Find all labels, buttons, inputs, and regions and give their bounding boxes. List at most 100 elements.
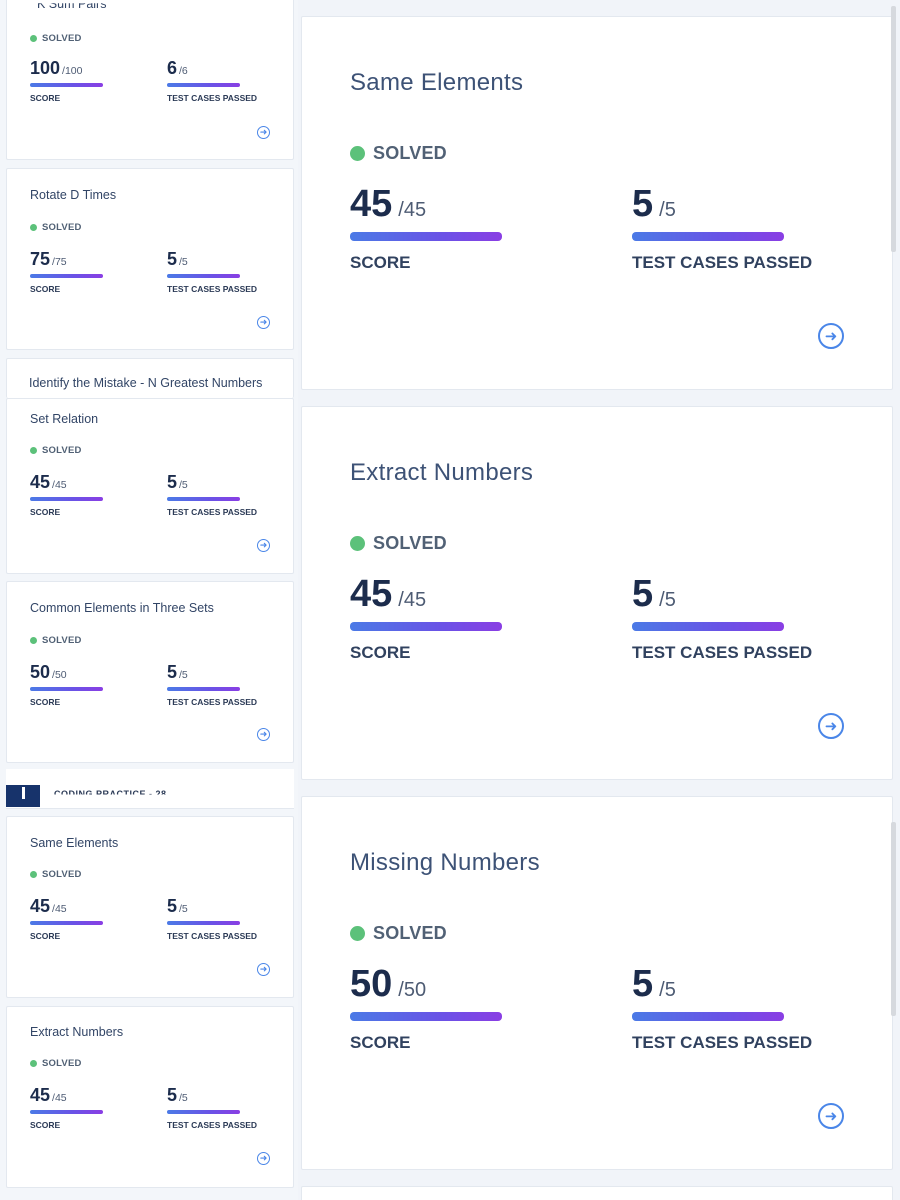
scrollbar-thumb[interactable] [891,6,896,252]
tests-metric: 5/5 TEST CASES PASSED [167,1085,257,1130]
tests-value: 5 [632,183,654,225]
status-text: SOLVED [373,143,447,163]
score-max: /45 [398,589,427,611]
score-progress-bar [30,274,103,278]
status-row: SOLVED [30,33,82,44]
tests-label: TEST CASES PASSED [632,1033,813,1052]
right-panel: Same Elements SOLVED 45/45 SCORE 5/5 TES… [298,0,900,1200]
score-metric: 50/50 SCORE [350,963,502,1053]
tests-metric: 5/5 TEST CASES PASSED [167,896,257,941]
tests-value: 5 [167,662,178,682]
score-progress-bar [350,622,502,631]
score-metric: 50/50 SCORE [30,662,103,707]
score-label: SCORE [30,284,61,294]
tests-metric: 5/5 TEST CASES PASSED [167,662,257,707]
score-label: SCORE [30,507,61,517]
badge-mark [22,787,25,799]
arrow-right-circle-icon[interactable]: ➜ [818,323,844,349]
tests-label: TEST CASES PASSED [167,93,258,103]
tests-value: 5 [632,573,654,615]
status-row: SOLVED [350,533,447,554]
score-metric: 45/45 SCORE [30,472,103,517]
status-row: SOLVED [350,143,447,164]
tests-progress-bar [167,83,240,87]
tests-max: /5 [179,1092,188,1104]
solved-dot-icon [30,871,37,878]
tests-max: /5 [659,979,676,1001]
tests-progress-bar [632,1012,784,1021]
scrollbar-thumb[interactable] [891,822,896,1016]
score-value: 45 [30,472,51,492]
tests-value: 5 [167,896,178,916]
arrow-right-circle-icon[interactable]: ➜ [257,539,270,552]
score-metric: 100/100 SCORE [30,58,103,103]
score-progress-bar [30,921,103,925]
section-header[interactable]: CODING PRACTICE - 28 [6,769,294,809]
score-max: /50 [52,669,67,681]
arrow-right-circle-icon[interactable]: ➜ [818,1103,844,1129]
section-title: CODING PRACTICE - 28 [54,789,167,799]
status-text: SOLVED [42,33,82,44]
status-text: SOLVED [373,923,447,943]
solved-dot-icon [350,536,365,551]
problem-title: Extract Numbers [350,459,534,486]
status-text: SOLVED [42,635,82,646]
tests-max: /5 [179,669,188,681]
status-row: SOLVED [30,445,82,456]
arrow-right-circle-icon[interactable]: ➜ [257,963,270,976]
problem-card[interactable]: Common Elements in Three Sets SOLVED 50/… [6,581,294,763]
score-value: 45 [30,896,51,916]
problem-title: Set Relation [30,412,99,426]
arrow-right-circle-icon[interactable]: ➜ [257,126,270,139]
problem-card[interactable]: Set Relation SOLVED 45/45 SCORE 5/5 TEST… [6,398,294,574]
arrow-right-circle-icon[interactable]: ➜ [257,728,270,741]
score-value: 100 [30,58,61,78]
score-label: SCORE [350,643,411,662]
score-progress-bar [30,497,103,501]
status-text: SOLVED [42,222,82,233]
tests-label: TEST CASES PASSED [167,931,258,941]
solved-dot-icon [350,146,365,161]
tests-metric: 5/5 TEST CASES PASSED [632,183,812,273]
tests-metric: 5/5 TEST CASES PASSED [632,573,812,663]
problem-card[interactable]: Extract Numbers SOLVED 45/45 SCORE 5/5 T… [6,1006,294,1188]
problem-card-large[interactable]: Same Elements SOLVED 45/45 SCORE 5/5 TES… [301,16,893,390]
score-max: /45 [398,199,427,221]
problem-card[interactable]: K Sum Pairs SOLVED 100/100 SCORE 6/6 TES… [6,0,294,160]
tests-label: TEST CASES PASSED [632,643,813,662]
tests-label: TEST CASES PASSED [167,507,258,517]
problem-card[interactable]: Rotate D Times SOLVED 75/75 SCORE 5/5 TE… [6,168,294,350]
score-progress-bar [350,232,502,241]
score-value: 45 [350,183,393,225]
status-row: SOLVED [30,635,82,646]
status-text: SOLVED [42,869,82,880]
score-value: 50 [30,662,51,682]
problem-card-partial[interactable] [301,1186,893,1200]
solved-dot-icon [30,35,37,42]
problem-title: Same Elements [350,69,524,96]
tests-value: 5 [167,249,178,269]
solved-dot-icon [30,1060,37,1067]
tests-max: /5 [179,903,188,915]
problem-card[interactable]: Same Elements SOLVED 45/45 SCORE 5/5 TES… [6,816,294,998]
score-value: 50 [350,963,393,1005]
arrow-right-circle-icon[interactable]: ➜ [818,713,844,739]
arrow-right-circle-icon[interactable]: ➜ [257,1152,270,1165]
tests-value: 5 [632,963,654,1005]
tests-progress-bar [632,622,784,631]
score-max: /45 [52,1092,67,1104]
score-label: SCORE [30,93,61,103]
tests-label: TEST CASES PASSED [167,284,258,294]
score-metric: 45/45 SCORE [30,896,103,941]
tests-max: /5 [179,479,188,491]
tests-value: 5 [167,472,178,492]
score-progress-bar [350,1012,502,1021]
problem-card-large[interactable]: Extract Numbers SOLVED 45/45 SCORE 5/5 T… [301,406,893,780]
tests-value: 5 [167,1085,178,1105]
score-progress-bar [30,687,103,691]
arrow-right-circle-icon[interactable]: ➜ [257,316,270,329]
problem-card-large[interactable]: Missing Numbers SOLVED 50/50 SCORE 5/5 T… [301,796,893,1170]
problem-title: Missing Numbers [350,849,540,876]
problem-card-partial[interactable] [6,358,294,398]
tests-metric: 6/6 TEST CASES PASSED [167,58,257,103]
